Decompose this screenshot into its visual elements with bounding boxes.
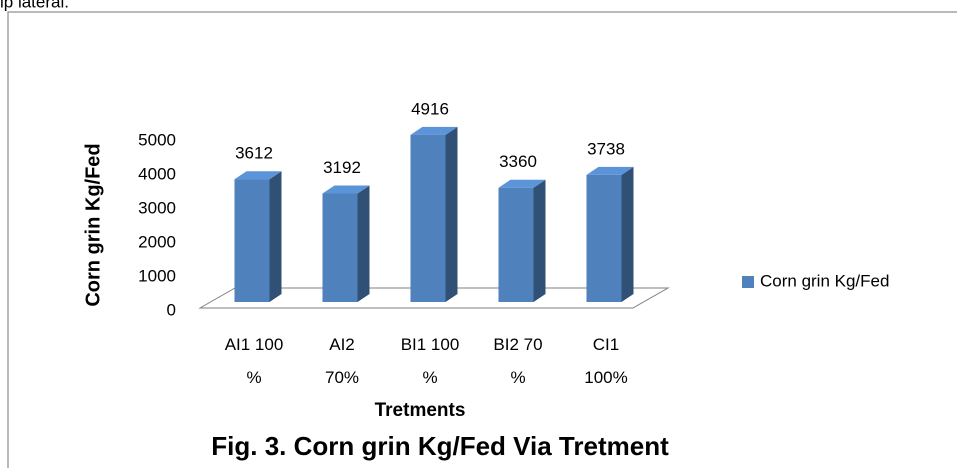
bar-side: [533, 179, 546, 302]
y-tick-label: 0: [167, 300, 176, 319]
bar: [586, 166, 634, 302]
bar: [410, 126, 458, 302]
x-axis-title: Tretments: [375, 400, 466, 421]
bar-front: [498, 187, 534, 302]
bar-side: [357, 185, 370, 302]
bar: [234, 171, 282, 302]
bar-top: [322, 185, 370, 194]
x-tick-label: BI1 100%: [401, 335, 460, 387]
bar-front: [410, 134, 446, 302]
data-label: 3192: [323, 158, 361, 177]
legend-label: Corn grin Kg/Fed: [760, 271, 889, 290]
bar-side: [269, 171, 282, 302]
bar: [322, 185, 370, 302]
preceding-text: ip lateral.: [0, 0, 69, 11]
y-tick-label: 5000: [138, 130, 176, 149]
bar-front: [234, 179, 270, 302]
chart-frame: [7, 11, 957, 468]
data-label: 3360: [499, 152, 537, 171]
bar-side: [445, 126, 458, 302]
bar-front: [322, 193, 358, 302]
legend-swatch: [742, 276, 754, 288]
bar-front: [586, 174, 622, 302]
chart-title: Fig. 3. Corn grin Kg/Fed Via Tretment: [211, 431, 669, 461]
data-label: 3612: [235, 144, 273, 163]
y-tick-label: 4000: [138, 164, 176, 183]
floor: [198, 287, 670, 309]
bar-top: [234, 171, 282, 180]
data-label: 4916: [411, 99, 449, 118]
x-tick-label: BI2 70%: [493, 335, 542, 387]
x-tick-label: AI1 100%: [225, 335, 284, 387]
x-tick-label: CI1 100%: [584, 335, 627, 387]
data-label: 3738: [587, 139, 625, 158]
bar-side: [621, 166, 634, 302]
y-tick-label: 3000: [138, 198, 176, 217]
y-tick-label: 1000: [138, 266, 176, 285]
bar: [498, 179, 546, 302]
bar-top: [586, 166, 634, 175]
y-axis-title: Corn grin Kg/Fed: [82, 143, 104, 306]
x-tick-label: AI2 70%: [325, 335, 359, 387]
bar-top: [410, 126, 458, 135]
y-tick-label: 2000: [138, 232, 176, 251]
bar-top: [498, 179, 546, 188]
